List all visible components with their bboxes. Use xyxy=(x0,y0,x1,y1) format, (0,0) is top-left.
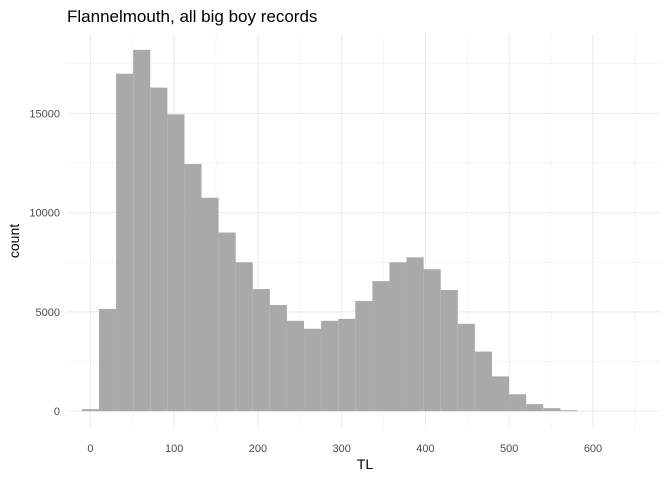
histogram-bar xyxy=(355,300,373,412)
histogram-bar xyxy=(560,410,578,412)
histogram-bar xyxy=(98,308,117,412)
histogram-bar xyxy=(184,164,202,412)
histogram-bar xyxy=(304,328,322,412)
x-tick-label: 0 xyxy=(87,443,93,455)
histogram-bar xyxy=(150,87,168,412)
bar-layer xyxy=(81,49,578,412)
chart-title: Flannelmouth, all big boy records xyxy=(67,7,317,26)
histogram-bar xyxy=(543,408,561,412)
histogram-bar xyxy=(116,73,134,412)
x-tick-label: 300 xyxy=(333,443,351,455)
histogram-bar xyxy=(338,318,356,412)
histogram-bar xyxy=(218,232,236,412)
histogram-bar xyxy=(526,404,544,412)
y-axis-title: count xyxy=(6,224,22,258)
histogram-bar xyxy=(321,320,339,412)
x-axis-title: TL xyxy=(357,456,374,472)
y-tick-label: 15000 xyxy=(29,108,60,120)
histogram-bar xyxy=(389,262,407,412)
x-tick-label: 200 xyxy=(249,443,267,455)
y-tick-label: 10000 xyxy=(29,208,60,220)
histogram-bar xyxy=(201,197,219,412)
histogram-bar xyxy=(286,320,305,412)
histogram-bar xyxy=(406,257,424,412)
y-tick-label: 0 xyxy=(54,406,60,418)
x-tick-label: 400 xyxy=(416,443,434,455)
x-tick-labels: 0 100 200 300 400 500 600 xyxy=(87,443,602,455)
histogram-bar xyxy=(440,290,458,412)
histogram-bar xyxy=(133,49,151,412)
y-tick-labels: 0 5000 10000 15000 xyxy=(29,108,60,418)
histogram-bar xyxy=(474,351,492,412)
histogram-bar xyxy=(81,409,99,412)
y-tick-label: 5000 xyxy=(36,307,60,319)
histogram-bar xyxy=(491,376,510,412)
histogram-bar xyxy=(269,304,287,412)
x-tick-label: 100 xyxy=(165,443,183,455)
x-tick-label: 600 xyxy=(584,443,602,455)
histogram-bar xyxy=(252,289,270,412)
x-tick-label: 500 xyxy=(500,443,518,455)
histogram-bar xyxy=(167,114,185,412)
histogram-bar xyxy=(457,323,475,412)
histogram-bar xyxy=(423,269,441,412)
histogram-bar xyxy=(235,262,253,412)
histogram-bar xyxy=(509,394,527,412)
histogram-bar xyxy=(372,281,390,412)
